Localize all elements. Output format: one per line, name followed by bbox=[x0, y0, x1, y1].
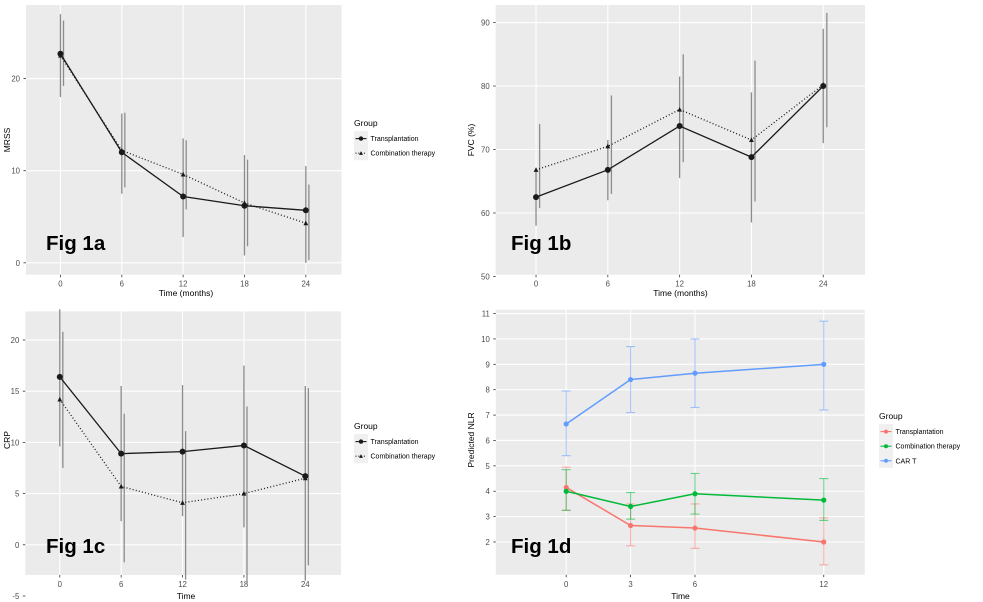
svg-text:Fig 1d: Fig 1d bbox=[511, 535, 571, 558]
svg-text:10: 10 bbox=[11, 438, 20, 447]
svg-text:4: 4 bbox=[485, 487, 490, 496]
svg-text:Combination therapy: Combination therapy bbox=[371, 454, 436, 461]
svg-text:-5: -5 bbox=[12, 592, 20, 601]
svg-text:6: 6 bbox=[485, 436, 489, 445]
svg-text:0: 0 bbox=[16, 259, 21, 268]
svg-text:5: 5 bbox=[15, 490, 20, 499]
svg-text:Transplantation: Transplantation bbox=[371, 439, 419, 446]
svg-text:0: 0 bbox=[15, 541, 20, 550]
svg-text:Group: Group bbox=[354, 421, 378, 431]
svg-text:10: 10 bbox=[481, 335, 490, 344]
svg-text:70: 70 bbox=[481, 146, 490, 155]
svg-text:60: 60 bbox=[481, 209, 490, 218]
svg-text:Group: Group bbox=[354, 118, 378, 128]
svg-text:50: 50 bbox=[481, 272, 490, 281]
svg-text:6: 6 bbox=[119, 580, 123, 589]
svg-text:0: 0 bbox=[534, 280, 539, 289]
svg-text:12: 12 bbox=[819, 580, 828, 589]
svg-text:5: 5 bbox=[485, 462, 490, 471]
svg-text:MRSS: MRSS bbox=[2, 127, 12, 152]
svg-text:18: 18 bbox=[747, 280, 756, 289]
svg-text:20: 20 bbox=[11, 75, 20, 84]
svg-text:3: 3 bbox=[628, 580, 632, 589]
svg-text:15: 15 bbox=[11, 387, 20, 396]
svg-text:6: 6 bbox=[693, 580, 697, 589]
svg-text:7: 7 bbox=[485, 411, 489, 420]
svg-text:FVC (%): FVC (%) bbox=[466, 124, 476, 157]
svg-text:0: 0 bbox=[58, 280, 63, 289]
svg-text:24: 24 bbox=[301, 580, 310, 589]
svg-text:11: 11 bbox=[482, 310, 490, 319]
svg-text:Combination therapy: Combination therapy bbox=[896, 444, 961, 451]
svg-text:90: 90 bbox=[481, 19, 490, 28]
svg-text:Transplantation: Transplantation bbox=[371, 136, 419, 143]
svg-text:Time: Time bbox=[671, 591, 690, 601]
svg-text:24: 24 bbox=[301, 280, 310, 289]
svg-text:CRP: CRP bbox=[2, 431, 12, 449]
svg-text:Time: Time bbox=[177, 591, 196, 601]
svg-text:6: 6 bbox=[606, 280, 610, 289]
svg-text:0: 0 bbox=[564, 580, 569, 589]
svg-text:Predicted NLR: Predicted NLR bbox=[466, 412, 476, 467]
svg-text:18: 18 bbox=[240, 280, 249, 289]
svg-text:20: 20 bbox=[11, 336, 20, 345]
svg-text:Time (months): Time (months) bbox=[653, 288, 708, 298]
svg-text:9: 9 bbox=[485, 360, 489, 369]
svg-text:12: 12 bbox=[178, 580, 187, 589]
svg-text:Fig 1c: Fig 1c bbox=[46, 535, 105, 558]
svg-text:Combination therapy: Combination therapy bbox=[371, 151, 436, 158]
svg-text:3: 3 bbox=[485, 513, 489, 522]
svg-text:0: 0 bbox=[58, 580, 63, 589]
svg-text:80: 80 bbox=[481, 82, 490, 91]
svg-text:8: 8 bbox=[485, 386, 489, 395]
svg-text:Fig 1b: Fig 1b bbox=[511, 232, 571, 255]
svg-text:10: 10 bbox=[11, 167, 20, 176]
svg-text:Time (months): Time (months) bbox=[159, 288, 214, 298]
svg-text:CAR T: CAR T bbox=[896, 458, 918, 465]
svg-text:2: 2 bbox=[485, 538, 489, 547]
svg-text:24: 24 bbox=[819, 280, 828, 289]
svg-text:Group: Group bbox=[879, 411, 903, 421]
svg-text:Fig 1a: Fig 1a bbox=[46, 232, 106, 255]
svg-text:6: 6 bbox=[120, 280, 124, 289]
svg-text:Transplantation: Transplantation bbox=[896, 429, 944, 436]
